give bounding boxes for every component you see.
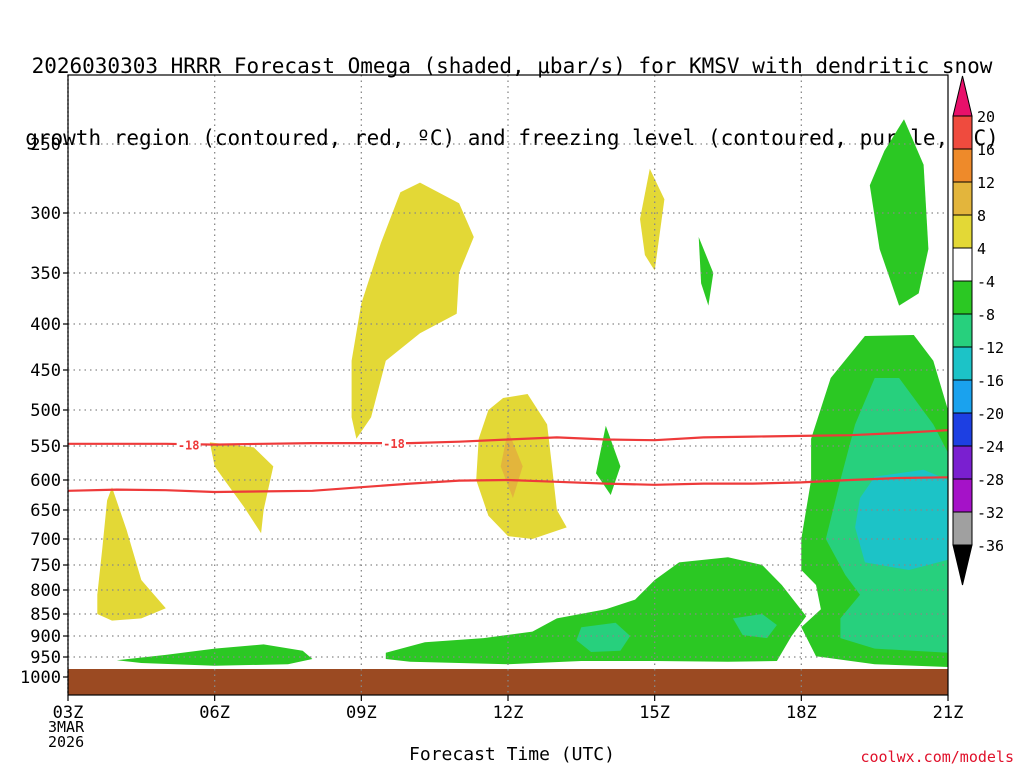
omega-region-yellow-03z xyxy=(97,487,166,621)
y-tick-label-650: 650 xyxy=(30,501,61,521)
y-tick-label-600: 600 xyxy=(30,471,61,491)
colorbar-label-5: -4 xyxy=(977,273,995,291)
colorbar-box-5 xyxy=(952,247,973,282)
colorbar-label-9: -20 xyxy=(977,405,1004,423)
contour-label-bg-0-1 xyxy=(382,435,406,450)
x-tick-label-03Z: 03Z xyxy=(53,703,84,723)
colorbar-label-6: -8 xyxy=(977,306,995,324)
colorbar-box-3 xyxy=(952,181,973,216)
omega-region-yellow-06z xyxy=(209,442,274,534)
colorbar-label-11: -28 xyxy=(977,471,1004,489)
omega-region-yellow-15z xyxy=(640,168,665,271)
contour-label-0-0: -18 xyxy=(178,439,200,453)
colorbar-box-6 xyxy=(952,280,973,315)
y-tick-label-300: 300 xyxy=(30,204,61,224)
contour-label-0-1: -18 xyxy=(383,437,405,451)
x-tick-label-15Z: 15Z xyxy=(639,703,670,723)
y-tick-label-350: 350 xyxy=(30,264,61,284)
omega-region-green-low-main xyxy=(385,557,807,665)
colorbar-box-9 xyxy=(952,379,973,414)
y-tick-label-950: 950 xyxy=(30,648,61,668)
colorbar-box-12 xyxy=(952,478,973,513)
y-tick-label-900: 900 xyxy=(30,627,61,647)
colorbar-label-10: -24 xyxy=(977,438,1004,456)
ground-band xyxy=(68,669,948,695)
omega-region-yellow-09z xyxy=(351,182,474,439)
colorbar-box-4 xyxy=(952,214,973,249)
x-axis-label: Forecast Time (UTC) xyxy=(409,744,615,765)
omega-region-green-low-left xyxy=(116,644,313,666)
x-tick-label-21Z: 21Z xyxy=(933,703,964,723)
y-tick-label-250: 250 xyxy=(30,135,61,155)
x-tick-label-18Z: 18Z xyxy=(786,703,817,723)
y-tick-label-850: 850 xyxy=(30,605,61,625)
omega-region-green-14z xyxy=(596,425,621,495)
y-tick-label-550: 550 xyxy=(30,437,61,457)
chart-title: 2026030303 HRRR Forecast Omega (shaded, … xyxy=(0,6,1024,174)
credit-link[interactable]: coolwx.com/models xyxy=(860,748,1014,766)
colorbar-label-0: 20 xyxy=(977,108,995,126)
contour-label-bg-0-0 xyxy=(176,437,201,452)
colorbar-box-1 xyxy=(952,115,973,150)
colorbar-label-12: -32 xyxy=(977,504,1004,522)
y-tick-label-500: 500 xyxy=(30,401,61,421)
omega-region-teal-17z xyxy=(732,614,777,639)
colorbar-box-8 xyxy=(952,346,973,381)
x-tick-label-06Z: 06Z xyxy=(199,703,230,723)
colorbar-box-10 xyxy=(952,412,973,447)
grid xyxy=(68,75,948,695)
x-tick-label-12Z: 12Z xyxy=(493,703,524,723)
colorbar-label-2: 12 xyxy=(977,174,995,192)
colorbar-label-13: -36 xyxy=(977,537,1004,555)
colorbar-box-2 xyxy=(952,148,973,183)
x-date-year: 2026 xyxy=(48,733,85,751)
contour-line-1 xyxy=(68,476,948,494)
omega-region-green-15z xyxy=(698,237,714,306)
colorbar-label-7: -12 xyxy=(977,339,1004,357)
colorbar: 20 16 12 8 4 -4 -8 -12 -16 -20 -24 -28 -32 -36 xyxy=(952,75,1004,586)
y-tick-label-1000: 1000 xyxy=(20,668,61,688)
x-first-date: 3MAR 2026 xyxy=(48,720,84,750)
plot-area: -18 -18-12 xyxy=(68,75,948,695)
colorbar-arrow-top xyxy=(952,75,973,117)
y-tick-label-400: 400 xyxy=(30,315,61,335)
omega-region-teal-mid xyxy=(576,622,631,652)
chart-title-line1: 2026030303 HRRR Forecast Omega (shaded, … xyxy=(31,54,993,78)
colorbar-label-3: 8 xyxy=(977,207,986,225)
colorbar-label-8: -16 xyxy=(977,372,1004,390)
colorbar-label-4: 4 xyxy=(977,240,986,258)
colorbar-box-7 xyxy=(952,313,973,348)
y-tick-label-450: 450 xyxy=(30,361,61,381)
contour-line-0 xyxy=(68,429,948,446)
y-tick-label-750: 750 xyxy=(30,556,61,576)
colorbar-label-1: 16 xyxy=(977,141,995,159)
x-date-day: 3MAR xyxy=(48,718,85,736)
colorbar-box-13 xyxy=(952,511,973,546)
colorbar-arrow-bottom xyxy=(952,544,973,586)
x-tick-label-09Z: 09Z xyxy=(346,703,377,723)
y-tick-label-800: 800 xyxy=(30,581,61,601)
chart-title-line2: growth region (contoured, red, ºC) and f… xyxy=(25,126,999,150)
plot-frame xyxy=(67,74,949,696)
colorbar-box-11 xyxy=(952,445,973,480)
omega-region-cyan-right xyxy=(855,469,948,570)
y-tick-label-700: 700 xyxy=(30,530,61,550)
